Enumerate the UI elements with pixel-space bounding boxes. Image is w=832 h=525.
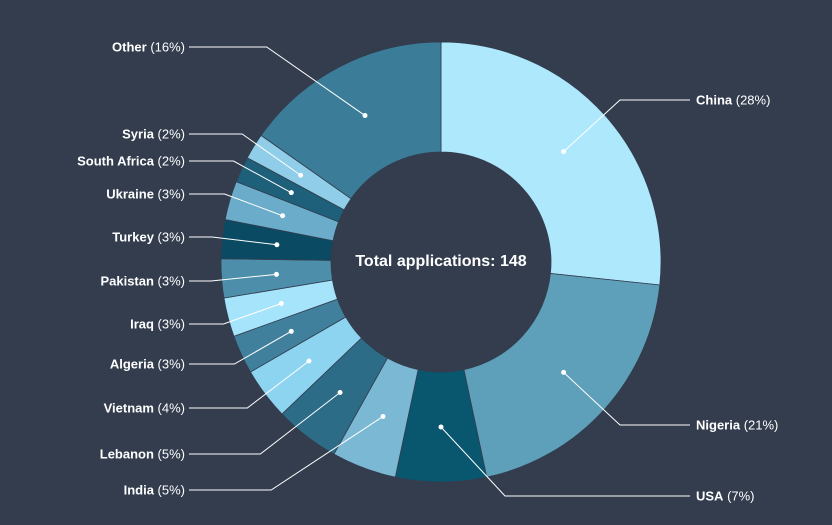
slice-label-lebanon: Lebanon (5%) [100, 447, 185, 462]
slice-dot-syria [298, 172, 304, 178]
slice-label-usa: USA (7%) [696, 489, 755, 504]
slice-label-name: Ukraine [106, 187, 154, 202]
leader-line-algeria [189, 330, 292, 365]
slice-label-percent: (3%) [154, 274, 185, 289]
slice-label-syria: Syria (2%) [122, 127, 185, 142]
leader-line-south-africa [189, 160, 292, 194]
slice-dot-south-africa [288, 190, 294, 196]
slice-label-ukraine: Ukraine (3%) [106, 187, 185, 202]
slice-dot-turkey [274, 242, 280, 248]
leader-line-nigeria [563, 372, 690, 426]
slice-label-name: Turkey [112, 230, 154, 245]
slice-dot-vietnam [306, 358, 312, 364]
slice-label-name: Pakistan [100, 274, 154, 289]
slice-label-percent: (21%) [740, 418, 778, 433]
slice-label-india: India (5%) [124, 483, 185, 498]
slice-label-south-africa: South Africa (2%) [77, 154, 185, 169]
slice-labels: China (28%) Nigeria (21%) USA (7%) India (5… [77, 40, 778, 504]
leader-line-pakistan [189, 273, 277, 282]
slice-label-other: Other (16%) [112, 40, 185, 55]
slice-china [440, 41, 662, 286]
slice-label-percent: (5%) [154, 447, 185, 462]
slice-label-name: Iraq [130, 317, 154, 332]
slice-label-percent: (3%) [154, 317, 185, 332]
slice-dot-algeria [288, 328, 294, 334]
slice-label-percent: (4%) [154, 401, 185, 416]
leader-line-lebanon [189, 392, 341, 455]
slice-label-percent: (16%) [147, 40, 185, 55]
slice-label-name: India [124, 483, 155, 498]
slice-label-percent: (5%) [154, 483, 185, 498]
slice-label-percent: (3%) [154, 357, 185, 372]
leader-line-ukraine [189, 193, 283, 217]
slice-dot-iraq [278, 301, 284, 307]
slice-nigeria [463, 273, 661, 478]
slice-label-percent: (2%) [154, 127, 185, 142]
slice-label-china: China (28%) [696, 93, 770, 108]
leader-line-india [189, 416, 384, 491]
slice-label-name: China [696, 93, 733, 108]
slice-label-turkey: Turkey (3%) [112, 230, 185, 245]
slice-label-algeria: Algeria (3%) [110, 357, 185, 372]
slice-dot-usa [438, 424, 444, 430]
slice-label-percent: (2%) [154, 154, 185, 169]
slice-dot-pakistan [273, 271, 279, 277]
slice-dot-nigeria [561, 369, 567, 375]
slice-label-name: Nigeria [696, 418, 741, 433]
leader-line-syria [189, 133, 301, 176]
leader-lines [189, 46, 690, 497]
slice-label-percent: (28%) [732, 93, 770, 108]
slice-label-nigeria: Nigeria (21%) [696, 418, 778, 433]
slice-other [260, 41, 442, 200]
donut-slices [220, 41, 662, 483]
leader-line-iraq [189, 303, 282, 325]
leader-line-turkey [189, 236, 277, 246]
slice-label-percent: (7%) [723, 489, 754, 504]
slice-dot-other [362, 113, 368, 119]
slice-label-name: Lebanon [100, 447, 154, 462]
slice-label-name: Algeria [110, 357, 155, 372]
slice-label-percent: (3%) [154, 187, 185, 202]
slice-label-pakistan: Pakistan (3%) [100, 274, 185, 289]
leader-line-usa [440, 426, 690, 497]
slice-label-name: South Africa [77, 154, 155, 169]
slice-label-name: USA [696, 489, 724, 504]
slice-label-iraq: Iraq (3%) [130, 317, 185, 332]
slice-label-name: Syria [122, 127, 155, 142]
slice-dot-india [380, 413, 386, 419]
leader-line-vietnam [189, 360, 310, 409]
slice-label-vietnam: Vietnam (4%) [104, 401, 185, 416]
slice-label-name: Other [112, 40, 147, 55]
slice-dot-lebanon [337, 390, 343, 396]
center-label: Total applications: 148 [355, 253, 526, 270]
slice-label-name: Vietnam [104, 401, 154, 416]
leader-line-china [563, 99, 690, 152]
slice-dot-china [561, 149, 567, 155]
leader-line-other [189, 46, 366, 116]
slice-label-percent: (3%) [154, 230, 185, 245]
slice-dot-ukraine [280, 213, 286, 219]
